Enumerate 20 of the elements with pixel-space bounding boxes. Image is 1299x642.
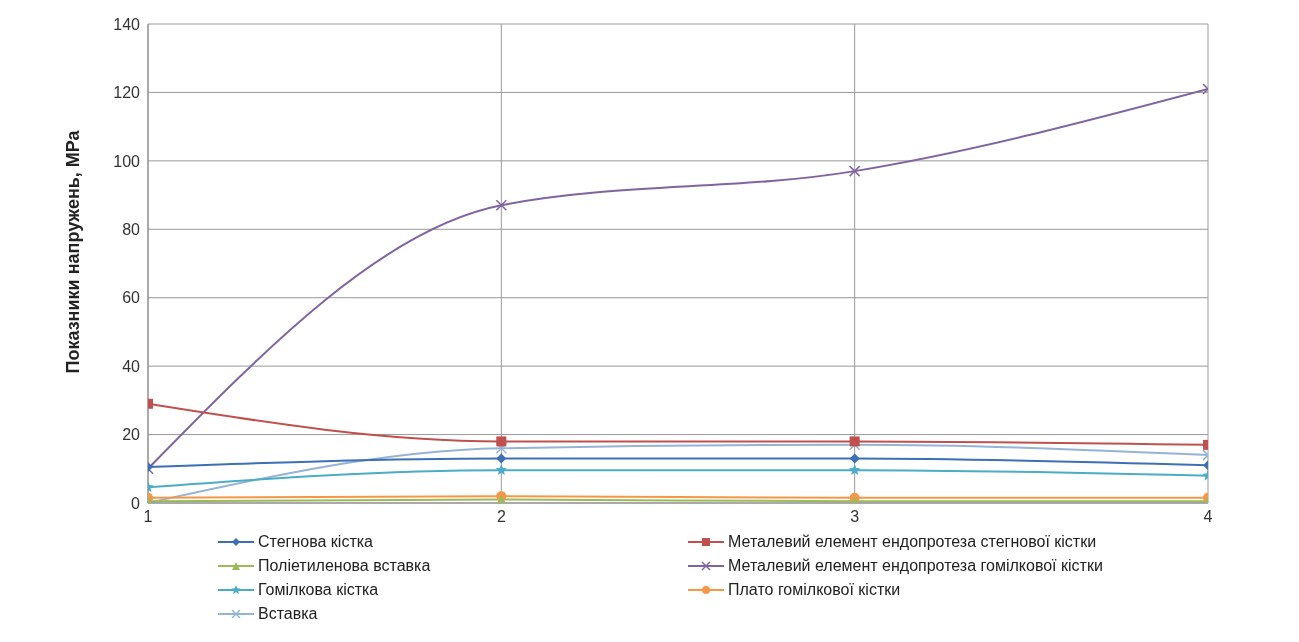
x-tick-label: 4 xyxy=(1203,508,1213,526)
y-axis-title: Показники напружень, МРа xyxy=(63,129,84,374)
y-tick-label: 140 xyxy=(113,15,141,33)
x-tick-label: 2 xyxy=(496,508,506,526)
y-tick-label: 0 xyxy=(131,494,141,512)
y-tick-label: 80 xyxy=(122,220,141,238)
legend-label: Стегнова кістка xyxy=(258,533,373,551)
x-tick-label: 1 xyxy=(143,508,153,526)
legend-label: Гомілкова кістка xyxy=(258,581,379,599)
legend-label: Металевий елемент ендопротеза стегнової кістки xyxy=(728,533,1097,551)
y-tick-label: 100 xyxy=(113,152,141,170)
y-tick-label: 20 xyxy=(122,426,141,444)
legend-label: Плато гомілкової кістки xyxy=(728,581,901,599)
legend-label: Вставка xyxy=(258,605,318,623)
y-tick-label: 40 xyxy=(122,357,141,375)
legend-label: Металевий елемент ендопротеза гомілкової кістки xyxy=(728,557,1103,575)
y-tick-label: 120 xyxy=(113,84,141,102)
x-tick-label: 3 xyxy=(850,508,860,526)
y-tick-label: 60 xyxy=(122,289,141,307)
legend-label: Поліетиленова вставка xyxy=(258,557,431,575)
